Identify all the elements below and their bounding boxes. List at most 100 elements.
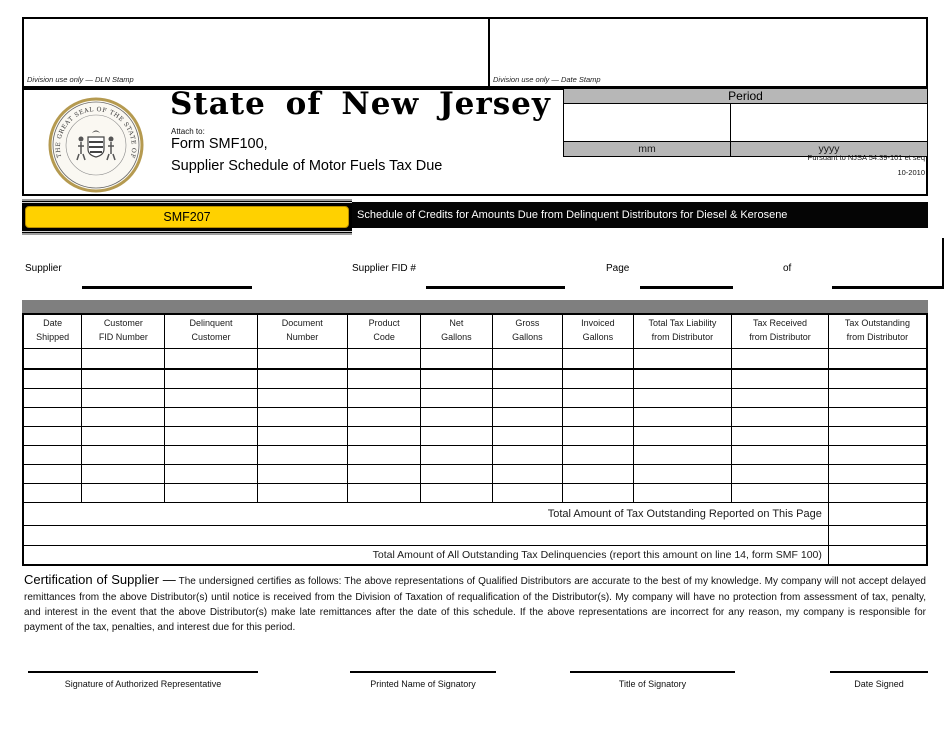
table-cell[interactable] — [562, 368, 634, 389]
table-cell[interactable] — [632, 482, 733, 503]
table-cell[interactable] — [420, 387, 493, 408]
date-signed-line[interactable] — [830, 671, 928, 673]
table-cell[interactable] — [562, 463, 634, 484]
page-total-value-cell[interactable] — [827, 501, 928, 526]
table-cell[interactable] — [22, 425, 83, 446]
table-cell[interactable] — [256, 444, 349, 465]
table-cell[interactable] — [346, 444, 422, 465]
table-cell[interactable] — [81, 387, 166, 408]
table-cell[interactable] — [256, 347, 349, 370]
table-cell[interactable] — [420, 425, 493, 446]
table-cell[interactable] — [420, 368, 493, 389]
table-cell[interactable] — [562, 482, 634, 503]
signature-line[interactable] — [28, 671, 258, 673]
table-cell[interactable] — [632, 347, 733, 370]
table-cell[interactable] — [491, 368, 564, 389]
table-cell[interactable] — [731, 387, 829, 408]
table-cell[interactable] — [491, 444, 564, 465]
grand-total-value-cell[interactable] — [827, 544, 928, 566]
table-cell[interactable] — [827, 463, 928, 484]
spacer-value-cell[interactable] — [827, 524, 928, 546]
table-cell[interactable] — [562, 347, 634, 370]
table-cell[interactable] — [164, 463, 258, 484]
table-cell[interactable] — [346, 425, 422, 446]
table-cell[interactable] — [256, 368, 349, 389]
table-cell[interactable] — [22, 463, 83, 484]
table-cell[interactable] — [632, 463, 733, 484]
table-cell[interactable] — [22, 368, 83, 389]
table-cell[interactable] — [81, 425, 166, 446]
table-cell[interactable] — [81, 347, 166, 370]
table-cell[interactable] — [632, 425, 733, 446]
table-cell[interactable] — [491, 425, 564, 446]
table-cell[interactable] — [22, 387, 83, 408]
table-cell[interactable] — [827, 368, 928, 389]
table-cell[interactable] — [346, 368, 422, 389]
table-cell[interactable] — [491, 387, 564, 408]
table-cell[interactable] — [164, 347, 258, 370]
table-cell[interactable] — [827, 425, 928, 446]
table-cell[interactable] — [22, 406, 83, 427]
table-cell[interactable] — [256, 406, 349, 427]
table-cell[interactable] — [562, 444, 634, 465]
table-cell[interactable] — [81, 444, 166, 465]
table-cell[interactable] — [491, 482, 564, 503]
table-cell[interactable] — [632, 444, 733, 465]
table-cell[interactable] — [827, 387, 928, 408]
table-cell[interactable] — [731, 463, 829, 484]
table-cell[interactable] — [346, 406, 422, 427]
table-cell[interactable] — [256, 387, 349, 408]
table-cell[interactable] — [256, 482, 349, 503]
table-cell[interactable] — [164, 368, 258, 389]
table-cell[interactable] — [256, 463, 349, 484]
table-cell[interactable] — [81, 368, 166, 389]
table-cell[interactable] — [731, 406, 829, 427]
table-cell[interactable] — [731, 347, 829, 370]
table-cell[interactable] — [420, 482, 493, 503]
table-cell[interactable] — [164, 387, 258, 408]
period-year-input[interactable] — [731, 104, 927, 141]
table-cell[interactable] — [491, 463, 564, 484]
period-month-input[interactable] — [564, 104, 731, 141]
of-input-line[interactable] — [832, 286, 943, 289]
table-cell[interactable] — [164, 406, 258, 427]
table-cell[interactable] — [256, 425, 349, 446]
table-cell[interactable] — [22, 347, 83, 370]
table-cell[interactable] — [731, 444, 829, 465]
table-cell[interactable] — [731, 425, 829, 446]
table-cell[interactable] — [827, 444, 928, 465]
table-cell[interactable] — [827, 406, 928, 427]
table-cell[interactable] — [164, 482, 258, 503]
table-cell[interactable] — [22, 482, 83, 503]
table-cell[interactable] — [346, 387, 422, 408]
table-cell[interactable] — [81, 463, 166, 484]
table-cell[interactable] — [81, 482, 166, 503]
table-cell[interactable] — [562, 387, 634, 408]
table-cell[interactable] — [164, 444, 258, 465]
table-cell[interactable] — [81, 406, 166, 427]
table-cell[interactable] — [420, 347, 493, 370]
table-cell[interactable] — [491, 406, 564, 427]
table-cell[interactable] — [346, 347, 422, 370]
table-cell[interactable] — [731, 482, 829, 503]
supplier-input-line[interactable] — [82, 286, 252, 289]
table-cell[interactable] — [346, 482, 422, 503]
table-cell[interactable] — [420, 444, 493, 465]
table-cell[interactable] — [420, 463, 493, 484]
table-cell[interactable] — [632, 406, 733, 427]
table-cell[interactable] — [491, 347, 564, 370]
table-cell[interactable] — [632, 387, 733, 408]
page-input-line[interactable] — [640, 286, 733, 289]
title-line[interactable] — [570, 671, 735, 673]
supplier-fid-input-line[interactable] — [426, 286, 565, 289]
table-cell[interactable] — [827, 482, 928, 503]
table-cell[interactable] — [731, 368, 829, 389]
table-cell[interactable] — [164, 425, 258, 446]
table-cell[interactable] — [632, 368, 733, 389]
table-cell[interactable] — [827, 347, 928, 370]
table-cell[interactable] — [346, 463, 422, 484]
table-cell[interactable] — [562, 425, 634, 446]
table-cell[interactable] — [22, 444, 83, 465]
table-cell[interactable] — [562, 406, 634, 427]
printed-name-line[interactable] — [350, 671, 496, 673]
